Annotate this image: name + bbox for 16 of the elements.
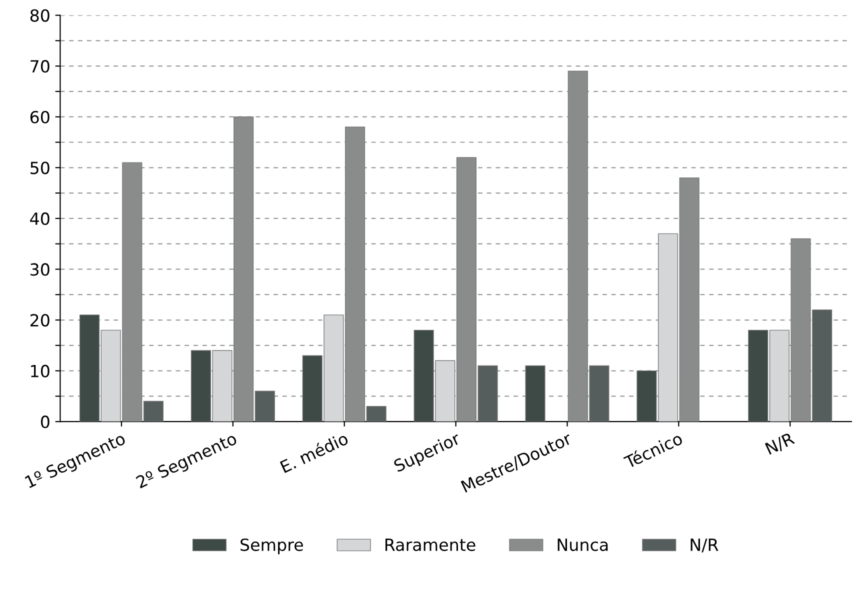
y-tick-label: 50 (30, 162, 50, 174)
y-tick-label: 60 (30, 110, 50, 124)
y-tick-label: 70 (30, 60, 50, 73)
y-tick-label: 30 (30, 263, 50, 276)
y-tick-label: 10 (31, 364, 50, 378)
x-tick-label: E. médio (279, 431, 349, 474)
legend-label: Raramente (385, 538, 476, 552)
x-tick-label: N/R (764, 432, 796, 456)
legend-label: Nunca (558, 538, 608, 552)
bar (525, 365, 546, 422)
y-tick-label: 80 (30, 9, 50, 22)
legend-label: N/R (690, 538, 718, 552)
legend-label: Sempre (240, 538, 303, 554)
y-tick-label: 0 (40, 416, 50, 428)
y-tick-label: 40 (30, 212, 50, 225)
y-tick-label: 20 (30, 314, 50, 327)
